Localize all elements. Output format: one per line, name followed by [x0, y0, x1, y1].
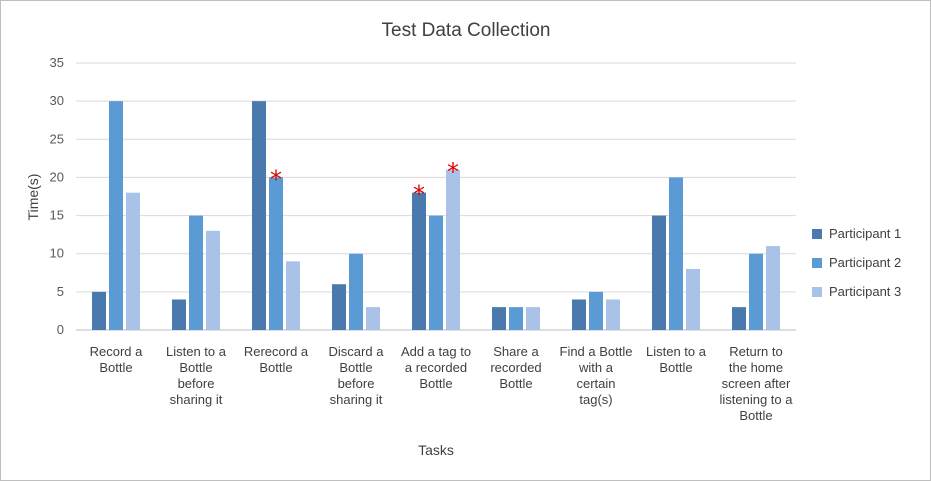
legend: Participant 1 Participant 2 Participant 3: [812, 226, 901, 299]
legend-label: Participant 3: [829, 284, 901, 299]
bar-participant-2: [349, 253, 363, 330]
bar-participant-1: [492, 307, 506, 330]
y-tick-label: 15: [50, 208, 64, 223]
legend-label: Participant 1: [829, 226, 901, 241]
x-category-label: Listen to a Bottle before sharing it: [166, 344, 227, 407]
bar-participant-1: [92, 291, 106, 330]
bar-participant-1: [572, 299, 586, 330]
y-tick-label: 0: [57, 322, 64, 337]
bar-participant-3: [526, 307, 540, 330]
bar-participant-3: [606, 299, 620, 330]
bar-participant-3: [686, 268, 700, 330]
annotations: * * *: [270, 158, 459, 209]
bar-participant-2: [509, 307, 523, 330]
bar-participant-3: [766, 246, 780, 330]
bar-participant-3: [126, 192, 140, 330]
chart-title: Test Data Collection: [382, 20, 551, 41]
asterisk-annotation: *: [447, 158, 459, 186]
y-tick-label: 35: [50, 55, 64, 70]
bar-participant-2: [189, 215, 203, 330]
bar-participant-1: [412, 192, 426, 330]
x-axis-label: Tasks: [418, 442, 454, 458]
legend-swatch: [812, 258, 822, 268]
x-category-label: Discard a Bottle before sharing it: [329, 344, 385, 407]
x-category-label: Find a Bottle with a certain tag(s): [560, 344, 633, 407]
bar-participant-2: [429, 215, 443, 330]
bar-participant-3: [366, 307, 380, 330]
bar-participant-2: [749, 253, 763, 330]
bar-participant-1: [732, 307, 746, 330]
y-tick-label: 5: [57, 284, 64, 299]
bar-participant-1: [652, 215, 666, 330]
legend-label: Participant 2: [829, 255, 901, 270]
legend-swatch: [812, 287, 822, 297]
y-tick-label: 20: [50, 169, 64, 184]
bar-participant-2: [269, 177, 283, 330]
y-tick-label: 30: [50, 93, 64, 108]
x-category-label: Share a recorded Bottle: [490, 344, 541, 391]
asterisk-annotation: *: [413, 181, 425, 209]
y-tick-label: 25: [50, 131, 64, 146]
bar-participant-2: [589, 291, 603, 330]
bar-participant-2: [669, 177, 683, 330]
x-category-label: Rerecord a Bottle: [244, 344, 309, 375]
x-category-label: Add a tag to a recorded Bottle: [401, 344, 471, 391]
asterisk-annotation: *: [270, 165, 282, 193]
bar-participant-3: [206, 230, 220, 330]
bar-participant-2: [109, 101, 123, 331]
x-axis-categories: Record a Bottle Listen to a Bottle before sha…: [90, 344, 794, 423]
bar-participant-1: [172, 299, 186, 330]
y-tick-label: 10: [50, 246, 64, 261]
bar-participant-3: [286, 261, 300, 330]
y-axis-ticks: 0 5 10 15 20 25 30 35: [50, 55, 64, 337]
y-axis-label: Time(s): [25, 174, 41, 221]
x-category-label: Listen to a Bottle: [646, 344, 707, 375]
bar-participant-1: [332, 284, 346, 330]
bar-participant-1: [252, 101, 266, 331]
x-category-label: Return to the home screen after listening t…: [720, 344, 794, 423]
bars: [92, 101, 780, 331]
bar-participant-3: [446, 169, 460, 330]
x-category-label: Record a Bottle: [90, 344, 144, 375]
legend-swatch: [812, 229, 822, 239]
